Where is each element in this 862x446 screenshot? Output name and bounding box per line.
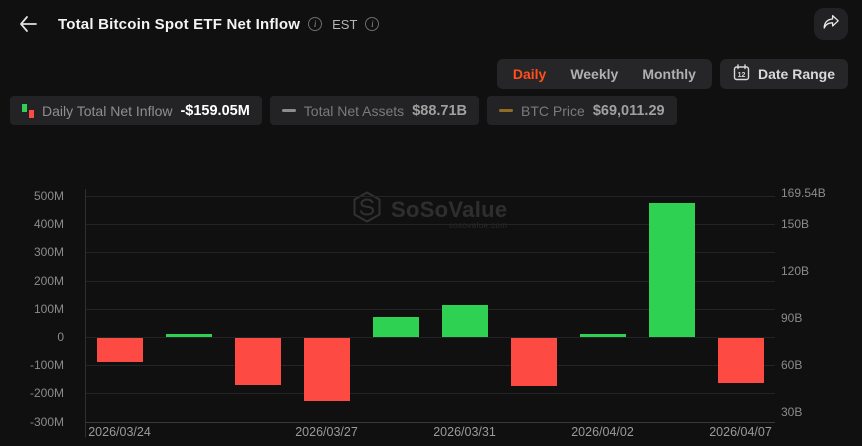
gray-dash-icon xyxy=(281,109,296,112)
y-axis-tick-left: 500M xyxy=(33,189,64,203)
legend-name: BTC Price xyxy=(521,102,585,119)
svg-text:12: 12 xyxy=(738,72,746,79)
legend-value: $69,011.29 xyxy=(592,102,665,119)
y-axis-tick-right: 169.54B xyxy=(781,186,826,201)
gridline xyxy=(85,252,775,254)
tab-monthly[interactable]: Monthly xyxy=(642,66,696,82)
legend-name: Daily Total Net Inflow xyxy=(42,102,173,119)
y-axis-tick-left: 400M xyxy=(33,217,64,232)
x-axis-tick: 2026/03/27 xyxy=(295,425,358,439)
gridline xyxy=(85,393,775,395)
legend-value: -$159.05M xyxy=(180,102,250,119)
share-icon xyxy=(822,14,840,35)
toolbar: Daily Weekly Monthly 12 Date Range xyxy=(496,59,848,89)
gridline xyxy=(85,337,775,338)
bar[interactable] xyxy=(648,203,695,337)
bar[interactable] xyxy=(579,333,626,337)
tab-daily[interactable]: Daily xyxy=(512,66,547,82)
tab-weekly[interactable]: Weekly xyxy=(570,66,619,82)
bar[interactable] xyxy=(234,338,281,385)
gridline xyxy=(85,308,775,310)
y-axis-tick-left: -200M xyxy=(29,386,64,401)
title-info-icon[interactable] xyxy=(308,17,323,31)
x-axis-tick: 2026/03/31 xyxy=(433,425,496,439)
gridline xyxy=(85,365,775,367)
timezone-info-icon[interactable] xyxy=(365,17,380,31)
chart-canvas: SoSoValue sosovalue.com 500M 400M 300M 200M… xyxy=(0,155,862,446)
timezone-label: EST xyxy=(332,16,358,32)
y-axis-tick-left: 100M xyxy=(33,301,64,316)
share-button[interactable] xyxy=(814,8,848,40)
page-title: Total Bitcoin Spot ETF Net Inflow xyxy=(58,15,301,33)
bar[interactable] xyxy=(96,338,143,362)
legend-name: Total Net Assets xyxy=(303,102,405,119)
y-axis-tick-left: -300M xyxy=(29,414,64,429)
y-axis-tick-right: 30B xyxy=(781,405,803,419)
watermark-brand: SoSoValue sosovalue.com xyxy=(391,197,507,230)
gridline xyxy=(85,196,775,197)
bar[interactable] xyxy=(165,333,212,337)
bar[interactable] xyxy=(510,338,557,386)
back-button[interactable] xyxy=(14,10,42,38)
y-axis-tick-right: 60B xyxy=(781,358,803,372)
gridline xyxy=(85,421,775,423)
legend-item-daily-net-inflow[interactable]: Daily Total Net Inflow -$159.05M xyxy=(10,96,262,125)
legend-item-btc-price[interactable]: BTC Price $69,011.29 xyxy=(487,96,677,125)
header: Total Bitcoin Spot ETF Net Inflow EST xyxy=(0,0,862,48)
bar[interactable] xyxy=(717,338,764,383)
y-axis-tick-left: 200M xyxy=(33,273,64,288)
x-axis-tick: 2026/03/24 xyxy=(88,425,151,439)
gridline xyxy=(85,280,775,282)
calendar-icon: 12 xyxy=(733,64,750,84)
legend-item-total-net-assets[interactable]: Total Net Assets $88.71B xyxy=(269,96,480,125)
date-range-button[interactable]: 12 Date Range xyxy=(719,59,848,89)
y-axis-tick-left: 0 xyxy=(57,330,64,344)
green-red-bars-icon xyxy=(22,103,34,118)
x-axis-tick: 2026/04/02 xyxy=(571,425,634,439)
bar[interactable] xyxy=(372,317,419,337)
date-range-label: Date Range xyxy=(757,66,835,82)
interval-tab-group: Daily Weekly Monthly xyxy=(496,59,712,89)
gridline xyxy=(85,224,775,226)
y-axis-line xyxy=(85,189,86,437)
y-axis-tick-right: 90B xyxy=(781,311,803,325)
bar[interactable] xyxy=(441,304,488,337)
bar[interactable] xyxy=(303,338,350,402)
legend-row: Daily Total Net Inflow -$159.05M Total N… xyxy=(10,96,677,125)
y-axis-tick-left: -100M xyxy=(29,358,64,373)
legend-value: $88.71B xyxy=(412,102,468,119)
y-axis-tick-right: 120B xyxy=(781,264,810,278)
x-axis-tick: 2026/04/07 xyxy=(709,425,772,439)
y-axis-tick-right: 150B xyxy=(781,217,810,231)
gold-dash-icon xyxy=(499,109,514,112)
y-axis-tick-left: 300M xyxy=(33,245,64,260)
